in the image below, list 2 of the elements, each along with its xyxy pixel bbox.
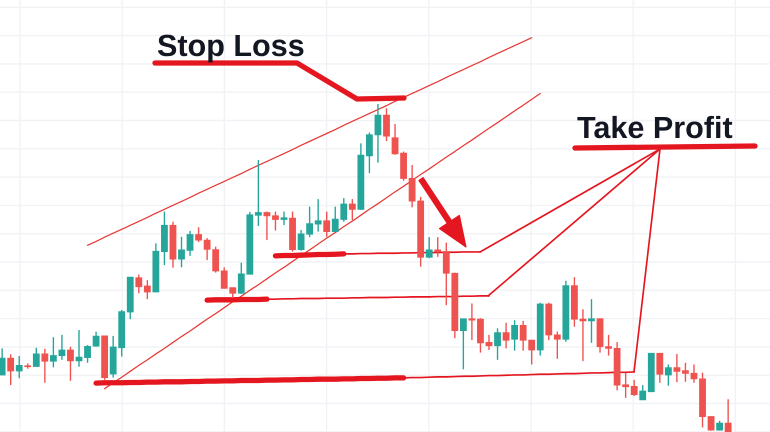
text: Stop Loss xyxy=(158,34,304,62)
annotation: Take Profit xyxy=(577,116,732,138)
